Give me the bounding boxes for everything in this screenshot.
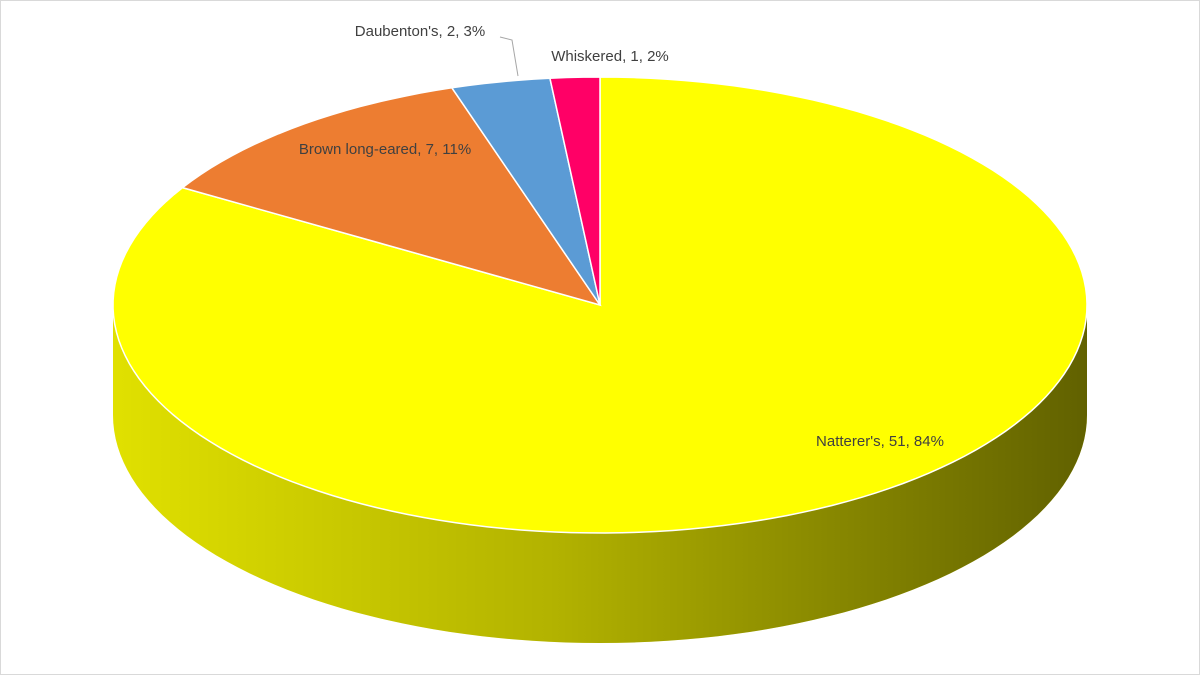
leader-line bbox=[499, 36, 519, 77]
data-label: Whiskered, 1, 2% bbox=[551, 48, 669, 65]
slice bbox=[549, 76, 601, 306]
data-label: Daubenton's, 2, 3% bbox=[355, 23, 485, 40]
slice bbox=[180, 86, 602, 307]
slice bbox=[450, 77, 601, 306]
slice-side-shade bbox=[113, 305, 1087, 643]
data-label: Natterer's, 51, 84% bbox=[816, 433, 944, 450]
data-label: Brown long-eared, 7, 11% bbox=[299, 141, 471, 158]
